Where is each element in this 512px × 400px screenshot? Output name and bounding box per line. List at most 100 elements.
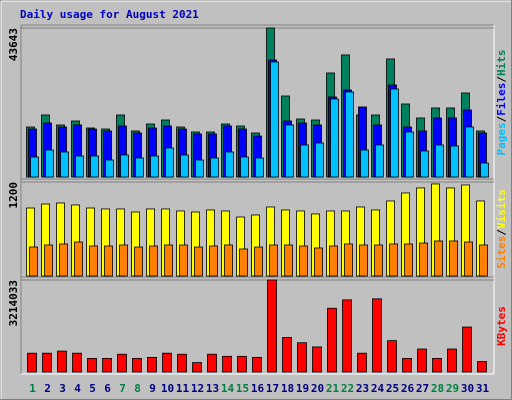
bar [342, 299, 352, 373]
legend-label: Hits [495, 50, 508, 77]
legend-label: Files [495, 83, 508, 116]
x-tick-label: 30 [461, 382, 474, 395]
x-tick-label: 16 [251, 382, 265, 395]
bar [119, 244, 128, 277]
x-tick-label: 28 [431, 382, 444, 395]
legend-separator: / [495, 229, 508, 236]
bar [360, 149, 369, 178]
bar [60, 151, 69, 178]
bar [387, 340, 397, 373]
bar [435, 144, 444, 178]
y-tick-label: 43643 [7, 28, 20, 61]
bar [90, 155, 99, 178]
x-tick-label: 8 [134, 382, 141, 395]
x-tick-label: 15 [236, 382, 249, 395]
bar [359, 244, 368, 277]
bar [57, 350, 67, 373]
bar [330, 98, 339, 178]
x-tick-label: 13 [206, 382, 219, 395]
bar [432, 358, 442, 373]
x-tick-label: 14 [221, 382, 235, 395]
x-tick-label: 3 [59, 382, 66, 395]
legend: KBytes [495, 306, 508, 346]
x-tick-label: 25 [386, 382, 399, 395]
x-tick-label: 5 [89, 382, 96, 395]
bar [389, 243, 398, 277]
bar [450, 145, 459, 178]
x-tick-label: 12 [191, 382, 204, 395]
bar [327, 307, 337, 373]
legend: Pages/Files/Hits [495, 50, 508, 156]
bar [104, 245, 113, 277]
bar [312, 346, 322, 373]
bar [75, 155, 84, 178]
bar [42, 352, 52, 373]
bar [344, 243, 353, 277]
y-tick-label: 1200 [7, 182, 20, 209]
bar [102, 358, 112, 373]
bar [224, 244, 233, 277]
bar [285, 124, 294, 178]
bar [449, 240, 458, 277]
bar [135, 157, 144, 178]
x-tick-label: 29 [446, 382, 459, 395]
bar [105, 159, 114, 178]
x-tick-label: 21 [326, 382, 340, 395]
x-tick-label: 18 [281, 382, 294, 395]
bar [209, 245, 218, 277]
legend-label: KBytes [495, 306, 508, 346]
bar [27, 352, 37, 373]
bar [120, 154, 129, 178]
x-tick-label: 23 [356, 382, 369, 395]
bar [282, 337, 292, 373]
bar [134, 246, 143, 277]
legend-separator: / [495, 115, 508, 122]
bar [164, 244, 173, 277]
x-tick-label: 11 [176, 382, 190, 395]
bar [195, 159, 204, 178]
bar [480, 162, 489, 178]
bar [165, 147, 174, 178]
bar [150, 155, 159, 178]
bar [240, 156, 249, 178]
bar [177, 353, 187, 373]
bar [374, 244, 383, 277]
bar [434, 240, 443, 277]
bar [270, 61, 279, 178]
bar [45, 149, 54, 178]
bar [210, 157, 219, 178]
bar [59, 243, 68, 277]
bar [375, 144, 384, 178]
bar [269, 244, 278, 277]
bar [254, 246, 263, 277]
bar [417, 348, 427, 373]
bar [300, 144, 309, 178]
bar [72, 352, 82, 373]
bar [299, 245, 308, 277]
bar [477, 361, 487, 373]
y-tick-label: 3214033 [7, 280, 20, 326]
x-tick-label: 7 [119, 382, 126, 395]
legend-label: Visits [495, 189, 508, 229]
bar [297, 342, 307, 373]
bar [194, 246, 203, 277]
bar [180, 154, 189, 178]
bar [87, 358, 97, 373]
bar [162, 352, 172, 373]
bar [465, 126, 474, 178]
x-tick-label: 26 [401, 382, 415, 395]
x-tick-label: 6 [104, 382, 111, 395]
bar [192, 362, 202, 373]
bar [372, 298, 382, 373]
bar [447, 348, 457, 373]
bar [284, 244, 293, 277]
bar [239, 248, 248, 277]
x-tick-label: 1 [29, 382, 36, 395]
legend-label: Pages [495, 122, 508, 155]
bar [30, 156, 39, 178]
bar [255, 157, 264, 178]
bar [149, 245, 158, 277]
bar [267, 279, 277, 373]
